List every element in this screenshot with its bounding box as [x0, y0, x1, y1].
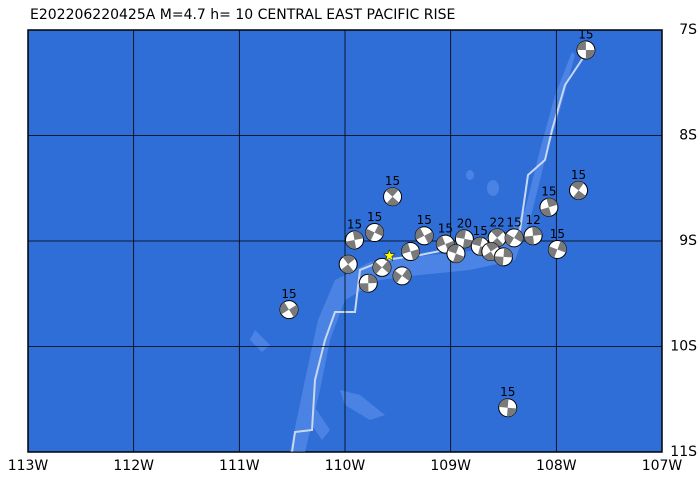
beachball-quadrant: [571, 181, 584, 191]
y-tick-label: 10S: [670, 339, 697, 355]
beachball: [569, 180, 589, 200]
beachball-quadrant: [410, 248, 420, 261]
beachball-quadrant: [447, 244, 460, 254]
depth-label: 20: [457, 216, 472, 230]
beachball-quadrant: [402, 268, 412, 282]
depth-label: 15: [550, 227, 565, 241]
beachball-quadrant: [546, 198, 558, 208]
depth-label: 15: [367, 210, 382, 224]
x-tick-label: 107W: [642, 458, 683, 474]
beachball-quadrant: [503, 247, 513, 258]
depth-label: 15: [541, 185, 556, 199]
beachball-quadrant: [345, 239, 357, 249]
beachball-quadrant: [381, 260, 391, 274]
beachball: [345, 230, 365, 250]
beachball-quadrant: [485, 242, 499, 252]
beachball-quadrant: [368, 274, 378, 284]
beachball-quadrant: [365, 228, 375, 241]
beachball-quadrant: [455, 229, 466, 239]
beachball: [358, 273, 378, 293]
beachball: [383, 187, 403, 207]
beachball-quadrant: [385, 187, 399, 197]
beachball-quadrant: [514, 230, 524, 243]
depth-label: 15: [347, 217, 362, 231]
beachball-quadrant: [288, 304, 298, 318]
beachball-quadrant: [494, 256, 504, 266]
depth-label: 12: [525, 213, 540, 227]
beachball: [401, 242, 421, 262]
y-tick-label: 9S: [679, 233, 697, 249]
beachball-quadrant: [585, 50, 595, 60]
beachball-quadrant: [359, 283, 369, 293]
x-tick-label: 113W: [8, 458, 49, 474]
depth-label: 22: [490, 215, 505, 229]
beachball: [523, 226, 543, 246]
beachball-quadrant: [532, 226, 543, 236]
depth-label: 15: [571, 168, 586, 182]
depth-label: 15: [500, 385, 515, 399]
beachball: [576, 40, 596, 60]
epicenter: [382, 249, 396, 262]
beachball-quadrant: [401, 242, 411, 255]
beachball: [547, 239, 567, 259]
beachball-quadrant: [498, 398, 509, 408]
x-tick-label: 112W: [113, 458, 154, 474]
beachball-quadrant: [506, 407, 517, 417]
beachball: [446, 244, 466, 264]
depth-label: 15: [281, 287, 296, 301]
beachball: [498, 398, 518, 418]
beachball-quadrant: [342, 255, 356, 265]
beachball: [494, 247, 513, 267]
beachball-quadrant: [341, 264, 354, 274]
x-tick-label: 108W: [536, 458, 577, 474]
depth-label: 15: [473, 224, 488, 238]
x-tick-label: 111W: [219, 458, 260, 474]
depth-label: 15: [385, 174, 400, 188]
x-tick-label: 109W: [430, 458, 471, 474]
beachball: [365, 223, 385, 243]
beachball: [454, 229, 474, 249]
beachball-quadrant: [374, 224, 384, 237]
beachball-quadrant: [557, 241, 567, 253]
x-tick-label: 110W: [325, 458, 366, 474]
beachball: [414, 226, 434, 246]
depth-label: 15: [417, 213, 432, 227]
beachball-quadrant: [279, 301, 289, 315]
beachball: [504, 228, 524, 248]
beachball: [392, 266, 412, 286]
beachball-quadrant: [372, 261, 382, 275]
beachball: [279, 300, 299, 320]
depth-label: 15: [506, 215, 521, 229]
beachball-quadrant: [540, 207, 552, 217]
beachball-quadrant: [524, 235, 535, 245]
beachball-quadrant: [452, 253, 465, 263]
beachball-quadrant: [573, 190, 586, 200]
beachball: [372, 257, 392, 277]
beachball-quadrant: [471, 237, 483, 247]
beachball-quadrant: [352, 230, 364, 240]
beachball-quadrant: [462, 238, 474, 248]
beachball-quadrant: [393, 270, 403, 284]
beachball-quadrant: [415, 227, 425, 240]
beachball-quadrant: [548, 246, 558, 258]
beachball-quadrant: [436, 235, 446, 248]
y-tick-label: 7S: [679, 22, 697, 38]
beachball-quadrant: [505, 233, 515, 246]
depth-label: 15: [578, 28, 593, 42]
beachball-quadrant: [483, 251, 496, 261]
beachball-quadrant: [386, 196, 400, 206]
y-tick-label: 8S: [679, 128, 697, 144]
beachball-quadrant: [424, 231, 434, 244]
beachball: [338, 254, 358, 274]
beachball: [539, 197, 559, 217]
depth-label: 15: [438, 222, 453, 236]
beachball-quadrant: [491, 228, 504, 238]
map-title: E202206220425A M=4.7 h= 10 CENTRAL EAST …: [30, 7, 455, 23]
beachball-quadrant: [576, 41, 586, 51]
y-tick-label: 11S: [670, 444, 697, 460]
